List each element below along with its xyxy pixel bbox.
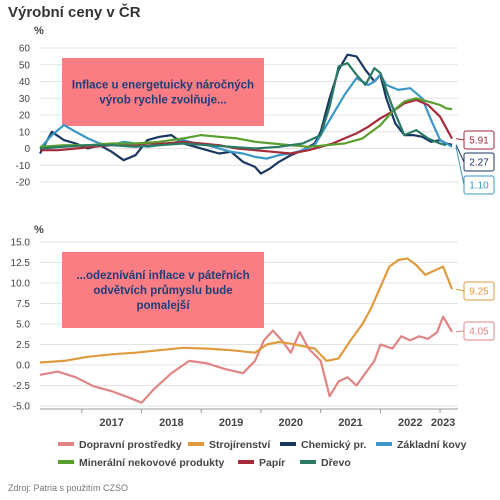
end-label-connector [455, 288, 465, 292]
annotation-box [62, 58, 264, 126]
x-tick-label: 2023 [431, 417, 455, 429]
y-unit-label: % [34, 25, 44, 37]
x-tick-label: 2017 [99, 417, 123, 429]
y-tick-label: 20 [19, 111, 31, 122]
legend-label: Dopravní prostředky [79, 439, 182, 451]
x-tick-label: 2018 [159, 417, 183, 429]
source-note: Zdroj: Patria s použitím CZSO [8, 483, 129, 493]
annotation-text: ...odeznívání inflace v páteřních odvětví… [76, 270, 249, 312]
y-tick-label: 15.0 [11, 238, 31, 249]
x-tick-label: 2021 [338, 417, 362, 429]
legend-label: Papír [259, 457, 285, 469]
legend: Dopravní prostředky Strojírenství Chemický… [58, 439, 467, 469]
x-tick-label: 2020 [279, 417, 303, 429]
end-label-value: 2.27 [469, 158, 489, 169]
end-label-connector [455, 330, 465, 333]
y-tick-label: 5.0 [16, 320, 30, 331]
series-line-chemick-pr- [39, 53, 453, 175]
series-line-dopravn-prost-edky [39, 315, 453, 404]
legend-label: Dřevo [321, 457, 351, 469]
y-tick-label: 12.5 [11, 258, 31, 269]
y-tick-label: 2.5 [16, 340, 30, 351]
y-tick-label: 10.0 [11, 279, 31, 290]
y-tick-label: 0.0 [16, 361, 30, 372]
annotation-text: Inflace u energetuicky náročných výrob ry… [72, 80, 254, 107]
bottom-panel: % -5.0 -2.5 0.0 2.5 5.0 7.5 10.0 12.5 15.0 ...odez… [11, 224, 495, 429]
top-panel: % -20 -10 0 10 20 30 40 50 60 Inflace u energetuic… [16, 25, 495, 195]
x-tick-label: 2019 [219, 417, 243, 429]
end-label-connector [455, 146, 465, 186]
annotation-box [62, 252, 264, 328]
end-label-box [463, 175, 495, 195]
y-tick-label: 40 [19, 77, 31, 88]
series-line-stroj-renstv- [39, 257, 454, 364]
end-label-box [463, 321, 495, 341]
y-tick-label: 60 [19, 44, 31, 55]
y-tick-label: 10 [19, 127, 31, 138]
end-label-box [463, 152, 495, 172]
end-label-value: 5.91 [469, 136, 489, 147]
chart-title: Výrobní ceny v ČR [8, 4, 141, 21]
y-tick-label: 7.5 [16, 299, 30, 310]
end-label-value: 4.05 [469, 327, 489, 338]
end-label-connector [455, 138, 465, 141]
legend-label: Základní kovy [397, 439, 467, 451]
end-label-value: 1.10 [469, 181, 489, 192]
legend-label: Minerální nekovové produkty [79, 457, 224, 469]
y-tick-label: 0 [24, 144, 30, 155]
y-unit-label: % [34, 224, 44, 236]
end-label-connector [455, 144, 465, 163]
y-tick-label: -10 [16, 161, 31, 172]
legend-label: Strojírenství [209, 439, 271, 451]
legend-label: Chemický pr. [301, 439, 366, 451]
end-label-value: 9.25 [469, 287, 489, 298]
y-tick-label: 50 [19, 60, 31, 71]
series-line-d-evo [39, 61, 447, 150]
x-tick-label: 2022 [398, 417, 422, 429]
end-label-box [463, 130, 495, 150]
y-tick-label: -20 [16, 178, 31, 189]
y-tick-label: -5.0 [13, 402, 31, 413]
end-label-box [463, 281, 495, 301]
y-tick-label: -2.5 [13, 381, 31, 392]
y-tick-label: 30 [19, 94, 31, 105]
